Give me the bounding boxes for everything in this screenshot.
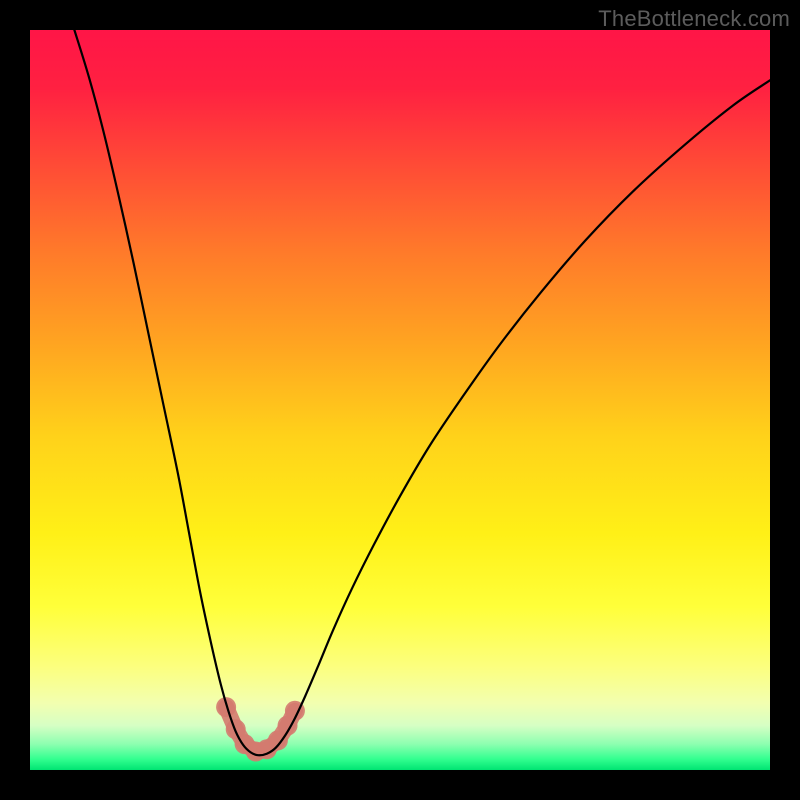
bottleneck-curve xyxy=(74,30,770,755)
valley-marker-dots xyxy=(216,697,305,761)
plot-area xyxy=(30,30,770,770)
curve-layer xyxy=(30,30,770,770)
chart-frame: TheBottleneck.com xyxy=(0,0,800,800)
watermark-text: TheBottleneck.com xyxy=(598,6,790,32)
